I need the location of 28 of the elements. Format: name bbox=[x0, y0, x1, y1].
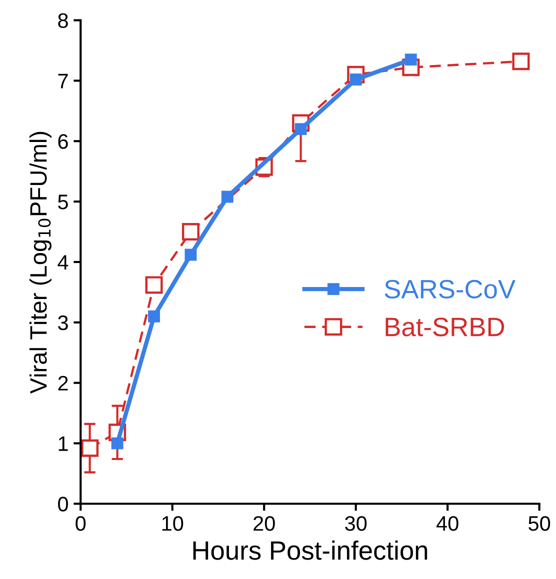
y-tick-label: 5 bbox=[58, 194, 68, 210]
y-tick-label: 6 bbox=[58, 134, 68, 149]
x-tick-label: 30 bbox=[345, 516, 367, 531]
y-tick-label: 4 bbox=[58, 255, 68, 270]
y-tick-label: 2 bbox=[58, 376, 68, 390]
y-tick-label: 1 bbox=[58, 436, 68, 451]
point bbox=[184, 248, 197, 261]
point bbox=[404, 54, 417, 66]
point bbox=[182, 223, 200, 241]
y-tick-label: 7 bbox=[58, 74, 68, 88]
point bbox=[145, 276, 163, 294]
point bbox=[512, 52, 530, 70]
x-axis-title: Hours Post-infection bbox=[193, 540, 428, 560]
legend-label: SARS-CoV bbox=[384, 280, 516, 299]
x-tick-label: 50 bbox=[528, 516, 550, 531]
y-axis-title: Viral Titer (Log$_{10}$PFU/ml) bbox=[29, 132, 52, 394]
x-tick-label: 10 bbox=[162, 516, 184, 531]
y-tick-label: 0 bbox=[58, 496, 68, 512]
y-tick-label: 3 bbox=[58, 315, 68, 330]
point bbox=[148, 310, 160, 322]
point bbox=[221, 190, 234, 203]
legend-label: Bat-SRBD bbox=[386, 318, 504, 336]
x-tick-label: 0 bbox=[76, 516, 86, 531]
x-tick-label: 20 bbox=[254, 516, 275, 531]
y-tick-label: 8 bbox=[58, 13, 68, 28]
point bbox=[81, 439, 99, 457]
x-tick-label: 40 bbox=[436, 516, 458, 531]
point bbox=[111, 437, 124, 450]
